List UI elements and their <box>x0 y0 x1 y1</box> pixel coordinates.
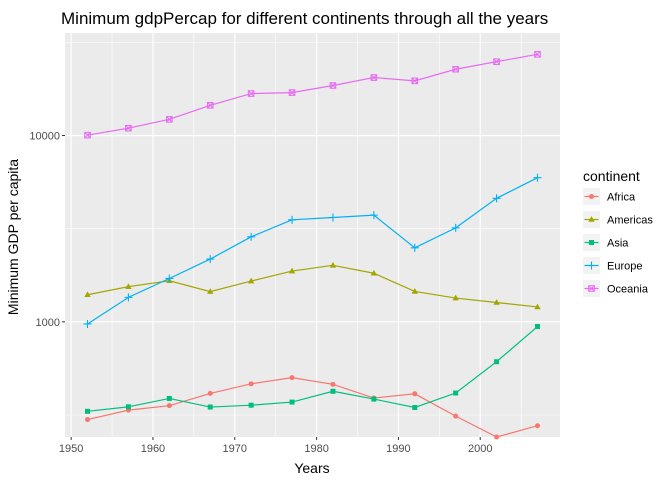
x-tick-label: 1960 <box>141 443 165 455</box>
data-point-asia <box>453 390 459 396</box>
data-point-europe <box>247 232 256 241</box>
legend-marker-africa <box>589 194 594 199</box>
legend-item-europe: Europe <box>583 257 642 274</box>
legend-item-asia: Asia <box>583 234 629 251</box>
data-point-europe <box>492 194 501 203</box>
y-axis: 1000 10000 <box>29 131 65 329</box>
data-point-asia <box>330 388 336 394</box>
legend-title: continent <box>583 168 640 184</box>
data-point-europe <box>533 173 542 182</box>
y-tick-label: 1000 <box>36 317 60 329</box>
plot-panel <box>65 33 560 437</box>
data-point-africa <box>207 390 213 396</box>
data-point-oceania <box>534 51 541 58</box>
data-point-americas <box>125 283 132 290</box>
data-point-africa <box>535 423 540 429</box>
data-point-europe <box>410 243 419 252</box>
legend-marker-americas <box>588 216 595 222</box>
x-axis: 1950 1960 1970 1980 1990 2000 <box>59 437 492 455</box>
legend-marker-asia <box>589 240 594 245</box>
y-axis-title: Minimum GDP per capita <box>5 159 21 315</box>
series-line-oceania <box>87 53 538 136</box>
data-point-asia <box>85 408 90 414</box>
data-point-africa <box>248 381 254 387</box>
legend-item-oceania: Oceania <box>583 280 649 297</box>
data-point-americas <box>84 291 91 298</box>
legend-label-oceania: Oceania <box>607 284 649 296</box>
data-point-oceania <box>288 89 296 96</box>
series-layer <box>83 51 542 440</box>
data-point-americas <box>207 288 214 294</box>
data-point-asia <box>207 404 213 410</box>
legend-item-americas: Americas <box>583 211 653 228</box>
data-point-africa <box>85 417 90 423</box>
legend-label-africa: Africa <box>607 192 636 204</box>
data-point-europe <box>328 213 337 222</box>
legend-marker-europe <box>587 261 596 270</box>
data-point-oceania <box>329 82 337 89</box>
data-point-africa <box>166 403 172 409</box>
data-point-africa <box>453 413 459 419</box>
x-tick-label: 1980 <box>304 443 328 455</box>
data-point-americas <box>247 277 255 284</box>
data-point-americas <box>452 294 459 301</box>
data-point-asia <box>535 324 540 330</box>
data-point-asia <box>248 402 254 408</box>
data-point-americas <box>288 267 296 274</box>
data-point-oceania <box>370 74 378 81</box>
data-point-europe <box>124 293 133 302</box>
data-point-americas <box>493 299 500 305</box>
minor-gridlines <box>65 33 560 437</box>
series-oceania <box>84 51 541 139</box>
data-point-oceania <box>84 131 91 139</box>
data-point-oceania <box>452 65 459 73</box>
data-point-europe <box>369 211 378 220</box>
data-point-asia <box>125 404 131 410</box>
data-point-africa <box>494 434 500 440</box>
data-point-africa <box>330 381 336 387</box>
y-tick-label: 10000 <box>29 131 60 143</box>
data-point-europe <box>206 255 215 264</box>
data-point-asia <box>494 359 500 365</box>
data-point-americas <box>370 269 378 276</box>
x-tick-label: 1990 <box>386 443 410 455</box>
data-point-oceania <box>125 124 132 132</box>
data-point-europe <box>451 223 460 232</box>
legend-marker-oceania <box>588 285 595 292</box>
x-tick-label: 1970 <box>223 443 247 455</box>
data-point-americas <box>534 303 541 310</box>
x-tick-label: 2000 <box>468 443 492 455</box>
data-point-americas <box>329 261 337 268</box>
data-point-oceania <box>206 102 214 109</box>
legend-item-africa: Africa <box>583 188 636 205</box>
data-point-oceania <box>247 90 255 97</box>
data-point-europe <box>288 215 297 224</box>
data-point-asia <box>289 399 295 405</box>
series-line-asia <box>87 326 538 412</box>
series-europe <box>83 173 542 328</box>
series-asia <box>85 324 540 414</box>
data-point-asia <box>166 395 172 401</box>
x-tick-label: 1950 <box>59 443 83 455</box>
legend-label-europe: Europe <box>607 261 642 273</box>
series-line-africa <box>87 377 538 438</box>
series-africa <box>85 375 540 440</box>
data-point-europe <box>165 274 174 283</box>
chart-title: Minimum gdpPercap for different continen… <box>61 9 548 28</box>
data-point-oceania <box>166 116 173 123</box>
data-point-americas <box>411 288 418 294</box>
x-axis-title: Years <box>294 460 329 476</box>
data-point-asia <box>371 396 377 402</box>
data-point-oceania <box>493 58 500 65</box>
data-point-europe <box>83 319 92 328</box>
series-line-europe <box>87 177 538 325</box>
legend-label-asia: Asia <box>607 238 629 250</box>
data-point-oceania <box>411 77 419 85</box>
data-point-africa <box>289 375 295 381</box>
legend: continent Africa Americas Asia Europe Oceani… <box>583 168 653 297</box>
legend-label-americas: Americas <box>607 215 653 227</box>
data-point-asia <box>412 405 418 411</box>
data-point-africa <box>412 391 418 397</box>
